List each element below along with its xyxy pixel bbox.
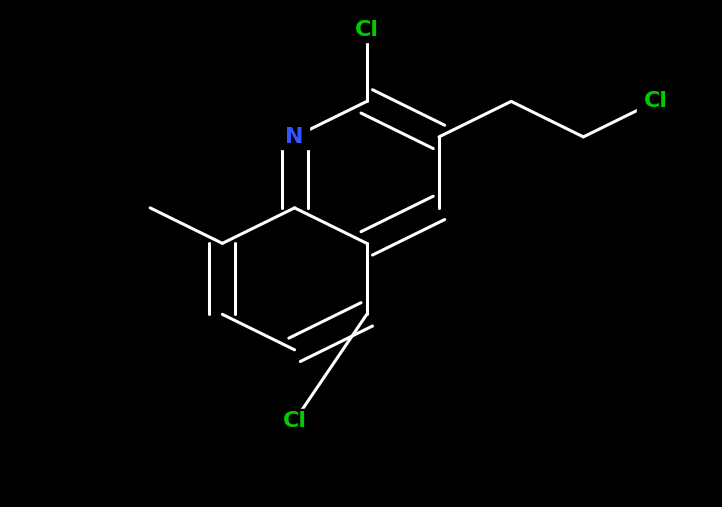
Bar [637, 89, 674, 114]
Bar [276, 409, 313, 433]
Text: Cl: Cl [355, 20, 379, 41]
Text: Cl: Cl [282, 411, 307, 431]
Text: Cl: Cl [643, 91, 668, 112]
Bar [281, 125, 308, 149]
Text: N: N [285, 127, 304, 147]
Bar [348, 18, 386, 43]
